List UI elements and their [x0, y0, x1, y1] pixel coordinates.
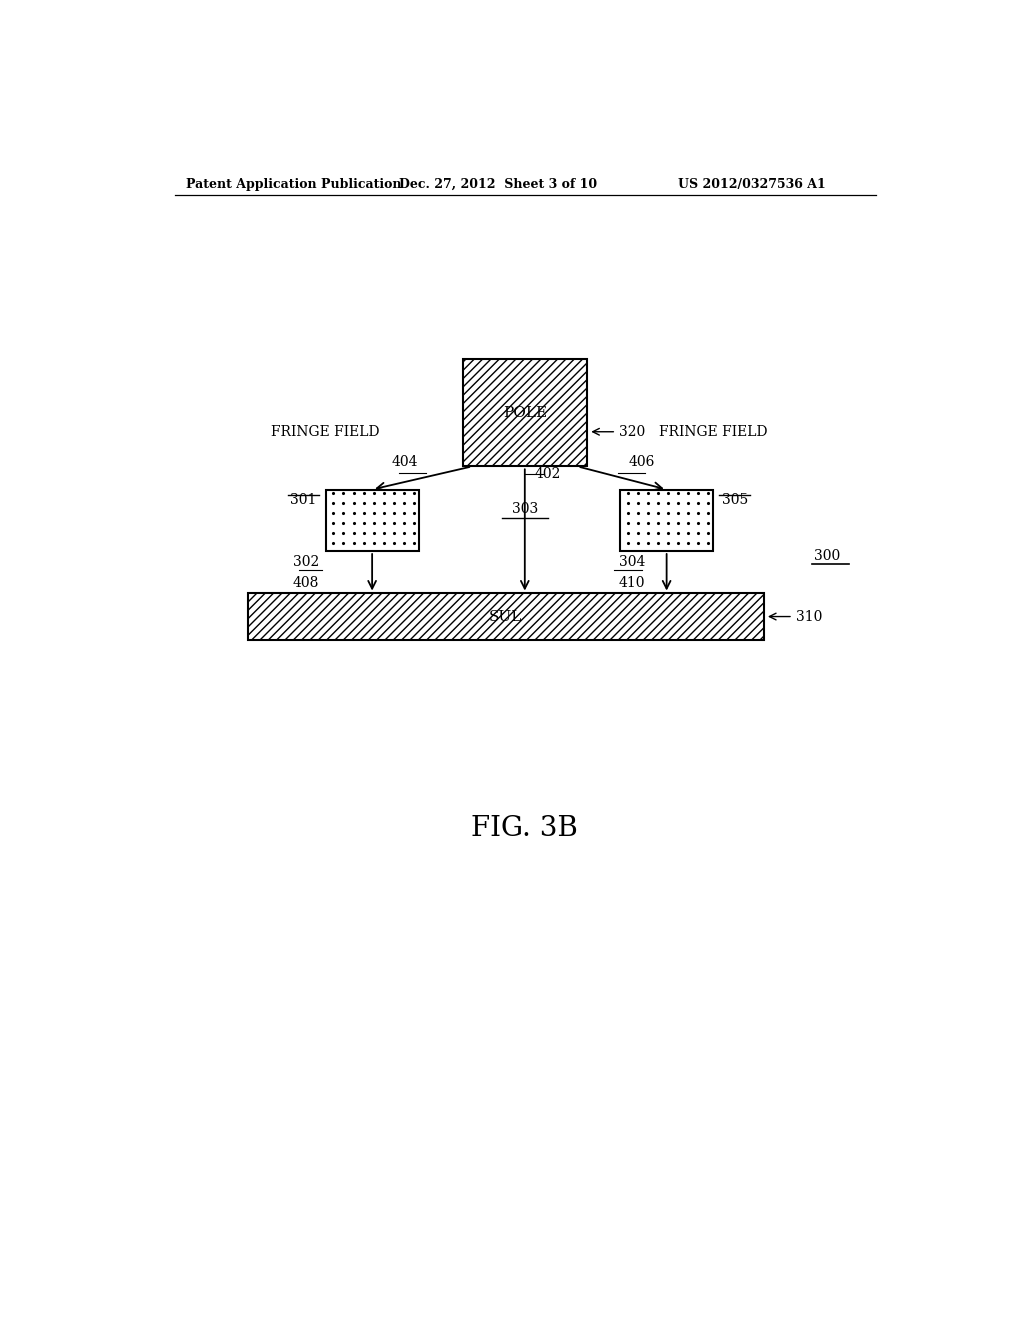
Text: 302: 302	[293, 554, 319, 569]
Text: FRINGE FIELD: FRINGE FIELD	[658, 425, 767, 440]
Text: FRINGE FIELD: FRINGE FIELD	[271, 425, 380, 440]
Text: POLE: POLE	[503, 405, 547, 420]
Text: 408: 408	[293, 576, 319, 590]
Bar	[463, 359, 587, 466]
Text: 303: 303	[512, 503, 538, 516]
Text: US 2012/0327536 A1: US 2012/0327536 A1	[678, 178, 826, 190]
Text: 310: 310	[796, 610, 822, 623]
Text: 402: 402	[535, 467, 560, 480]
Text: Dec. 27, 2012  Sheet 3 of 10: Dec. 27, 2012 Sheet 3 of 10	[399, 178, 597, 190]
Text: 320: 320	[620, 425, 645, 438]
Text: 406: 406	[629, 454, 654, 469]
Bar	[248, 594, 764, 640]
Bar	[326, 490, 419, 552]
Text: 304: 304	[618, 554, 645, 569]
Bar	[621, 490, 713, 552]
Text: 305: 305	[722, 494, 749, 507]
Text: SUL: SUL	[489, 610, 522, 623]
Text: 410: 410	[618, 576, 645, 590]
Text: 301: 301	[290, 494, 316, 507]
Text: 300: 300	[814, 549, 840, 562]
Text: FIG. 3B: FIG. 3B	[471, 814, 579, 842]
Text: Patent Application Publication: Patent Application Publication	[186, 178, 401, 190]
Text: 404: 404	[392, 454, 418, 469]
